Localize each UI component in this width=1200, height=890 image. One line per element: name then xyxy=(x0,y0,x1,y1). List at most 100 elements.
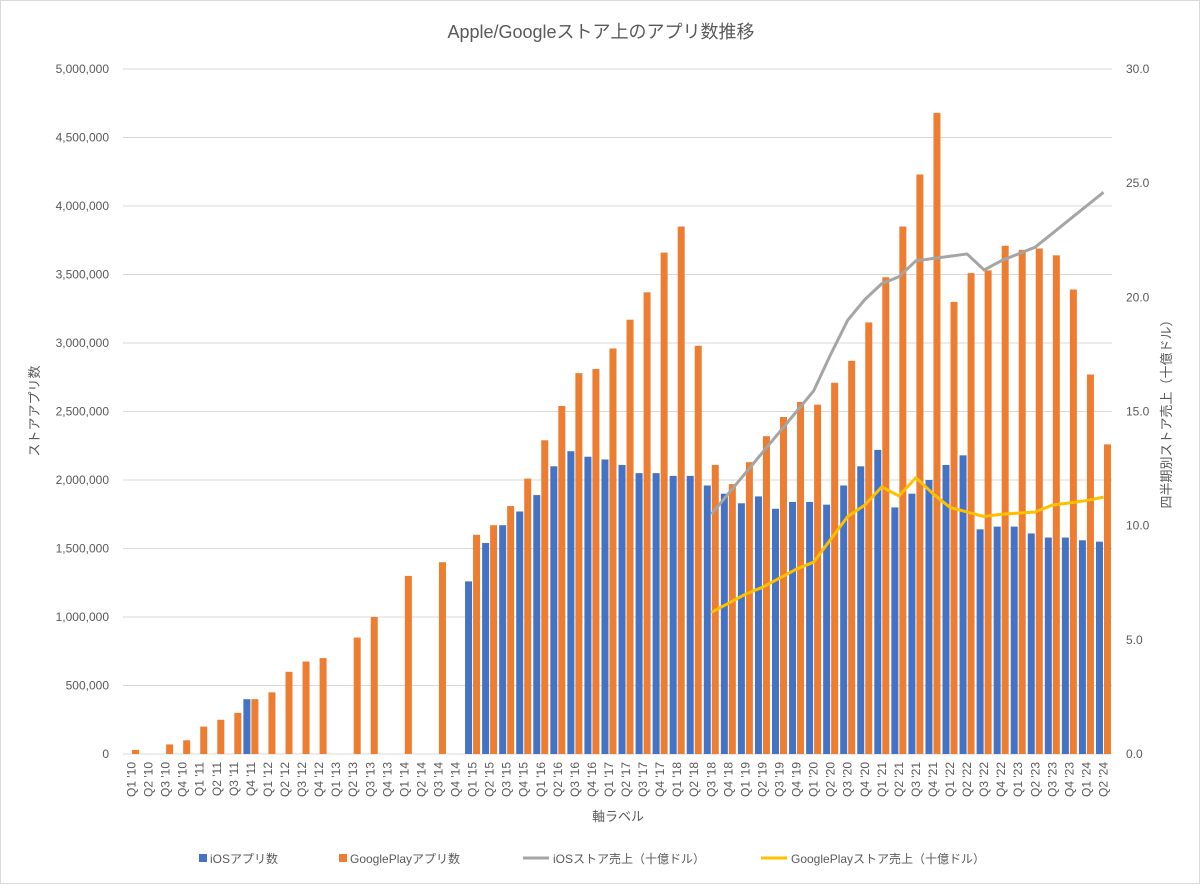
legend: iOSアプリ数 GooglePlayアプリ数 iOSストア売上（十億ドル） Googl… xyxy=(199,851,985,866)
y2-axis-ticks: 0.0 5.0 10.0 15.0 20.0 25.0 30.0 xyxy=(1126,62,1150,761)
y2-tick-label: 0.0 xyxy=(1126,747,1143,761)
bar-ios xyxy=(635,473,643,754)
x-tick-label: Q3 '21 xyxy=(909,762,923,797)
x-tick-label: Q1 '15 xyxy=(466,762,480,797)
bar-googleplay xyxy=(285,671,293,754)
x-tick-label: Q1 '23 xyxy=(1011,762,1025,797)
bar-googleplay xyxy=(404,575,412,754)
bar-googleplay xyxy=(797,401,805,754)
x-tick-label: Q4 '13 xyxy=(380,762,394,797)
x-tick-label: Q4 '18 xyxy=(721,762,735,797)
bar-ios xyxy=(601,459,609,754)
bar-ios xyxy=(925,480,933,754)
bar-ios xyxy=(482,543,490,754)
bar-googleplay xyxy=(660,252,668,754)
bar-googleplay xyxy=(1086,374,1094,754)
x-tick-label: Q4 '15 xyxy=(517,762,531,797)
x-tick-label: Q3 '17 xyxy=(636,762,650,797)
bar-ios xyxy=(754,496,762,754)
x-tick-label: Q1 '20 xyxy=(807,762,821,797)
y2-tick-label: 30.0 xyxy=(1126,62,1150,76)
x-tick-label: Q2 '20 xyxy=(824,762,838,797)
bar-ios xyxy=(891,507,899,754)
x-tick-label: Q4 '21 xyxy=(926,762,940,797)
bar-ios xyxy=(1061,537,1069,754)
bar-ios xyxy=(465,581,473,754)
x-tick-label: Q4 '12 xyxy=(312,762,326,797)
bar-ios xyxy=(703,485,711,754)
bar-googleplay xyxy=(626,319,634,754)
bar-ios xyxy=(737,503,745,754)
x-tick-label: Q4 '23 xyxy=(1062,762,1076,797)
bar-ios xyxy=(789,501,797,754)
legend-label: iOSアプリ数 xyxy=(210,851,278,866)
lines xyxy=(710,191,1105,614)
x-tick-label: Q4 '11 xyxy=(244,762,258,796)
x-tick-label: Q3 '10 xyxy=(159,762,173,797)
x-tick-label: Q1 '11 xyxy=(193,762,207,796)
bar-googleplay xyxy=(694,345,702,754)
bar-googleplay xyxy=(831,382,839,754)
x-tick-label: Q2 '11 xyxy=(210,762,224,796)
y-tick-label: 2,000,000 xyxy=(56,473,110,487)
y-tick-label: 5,000,000 xyxy=(56,62,110,76)
bar-googleplay xyxy=(916,174,924,755)
x-axis-title: 軸ラベル xyxy=(592,809,644,824)
y2-tick-label: 15.0 xyxy=(1126,405,1150,419)
bar-ios xyxy=(567,451,575,754)
bar-ios xyxy=(1095,541,1103,754)
x-tick-label: Q2 '15 xyxy=(483,762,497,797)
x-tick-label: Q2 '23 xyxy=(1028,762,1042,797)
bar-googleplay xyxy=(677,226,685,755)
x-tick-label: Q1 '17 xyxy=(602,762,616,797)
bar-googleplay xyxy=(490,525,498,754)
x-tick-label: Q4 '17 xyxy=(653,762,667,797)
x-tick-label: Q1 '13 xyxy=(329,762,343,797)
y-tick-label: 3,000,000 xyxy=(56,336,110,350)
bar-googleplay xyxy=(779,416,787,754)
bar-ios xyxy=(686,475,694,754)
x-tick-label: Q2 '10 xyxy=(142,762,156,797)
y2-tick-label: 5.0 xyxy=(1126,633,1143,647)
bar-googleplay xyxy=(1069,289,1077,754)
bar-ios xyxy=(874,449,882,754)
x-tick-label: Q4 '16 xyxy=(585,762,599,797)
y-tick-label: 3,500,000 xyxy=(56,268,110,282)
chart-title: Apple/Googleストア上のアプリ数推移 xyxy=(447,22,754,42)
bar-googleplay xyxy=(183,740,191,754)
bar-googleplay xyxy=(473,534,481,754)
bar-googleplay xyxy=(558,406,566,754)
bar-ios xyxy=(652,473,660,754)
bars xyxy=(132,112,1111,755)
x-tick-label: Q1 '14 xyxy=(397,762,411,797)
x-tick-label: Q2 '18 xyxy=(687,762,701,797)
bar-googleplay xyxy=(1018,249,1026,754)
legend-label: iOSストア売上（十億ドル） xyxy=(553,851,705,866)
bar-googleplay xyxy=(507,506,515,754)
x-tick-label: Q3 '14 xyxy=(431,762,445,797)
x-tick-label: Q4 '10 xyxy=(176,762,190,797)
bar-googleplay xyxy=(933,112,941,755)
x-tick-label: Q3 '15 xyxy=(500,762,514,797)
bar-ios xyxy=(908,493,916,754)
bar-googleplay xyxy=(353,637,361,754)
bar-ios xyxy=(550,466,558,754)
bar-googleplay xyxy=(814,404,822,754)
x-tick-label: Q1 '22 xyxy=(943,762,957,797)
x-tick-label: Q2 '24 xyxy=(1096,762,1110,797)
bar-ios xyxy=(1078,540,1086,754)
bar-googleplay xyxy=(217,719,225,754)
x-tick-label: Q2 '13 xyxy=(346,762,360,797)
bar-googleplay xyxy=(745,462,753,754)
y-tick-label: 1,500,000 xyxy=(56,542,110,556)
line-ios-revenue xyxy=(710,191,1105,516)
y-tick-label: 2,500,000 xyxy=(56,405,110,419)
x-tick-label: Q3 '12 xyxy=(295,762,309,797)
bar-googleplay xyxy=(728,484,736,754)
x-tick-label: Q1 '19 xyxy=(738,762,752,797)
bar-ios xyxy=(993,526,1001,754)
bar-ios xyxy=(243,699,251,754)
bar-googleplay xyxy=(370,617,378,754)
